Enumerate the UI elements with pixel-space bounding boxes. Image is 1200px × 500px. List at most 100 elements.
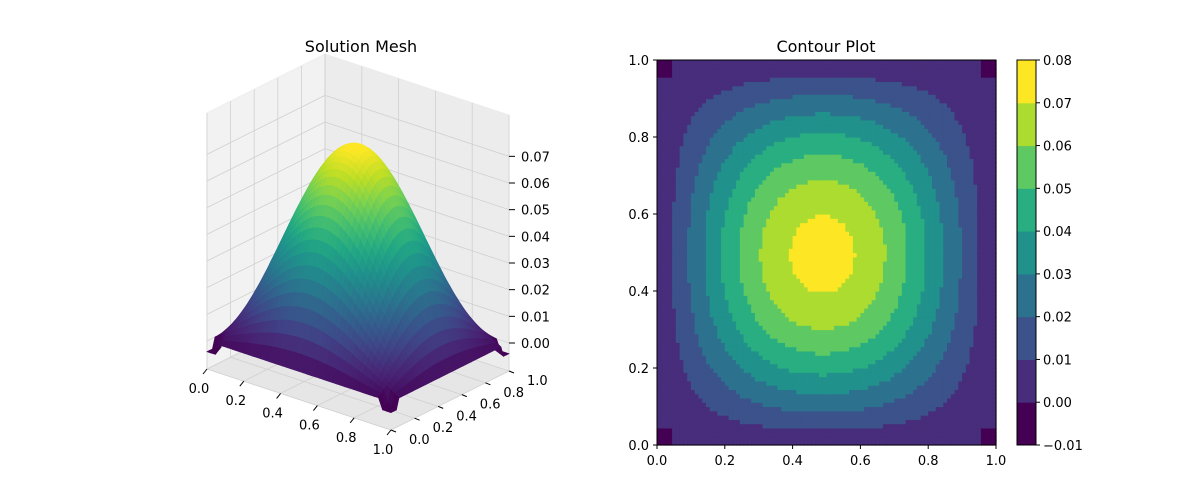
contour-cell [728, 269, 733, 275]
contour-cell [758, 102, 764, 108]
contour-cell [777, 218, 782, 224]
contour-cell [777, 154, 782, 159]
contour-cell [728, 338, 733, 343]
contour-cell [687, 175, 692, 181]
contour-cell [728, 423, 733, 429]
contour-cell [766, 141, 771, 147]
contour-cell [698, 265, 703, 271]
contour-cell [705, 102, 711, 108]
contour-cell [758, 68, 764, 74]
contour-cell [672, 179, 677, 185]
contour-cell [713, 295, 718, 301]
contour-cell [762, 372, 767, 378]
contour-cell [728, 154, 733, 159]
contour-cell [766, 303, 771, 309]
contour-cell [702, 402, 707, 408]
contour-cell [664, 85, 669, 91]
contour-cell [747, 145, 752, 151]
contour-cell [739, 432, 745, 438]
contour-cell [668, 89, 673, 95]
surface-y-tick [390, 429, 397, 433]
contour-cell [770, 235, 775, 241]
contour-cell [702, 68, 707, 74]
contour-cell [762, 68, 767, 74]
contour-cell [672, 265, 677, 271]
contour-cell [698, 171, 703, 177]
contour-cell [754, 119, 760, 125]
contour-cell [743, 214, 748, 219]
contour-cell [766, 72, 771, 78]
contour-cell [717, 415, 722, 420]
contour-cell [751, 273, 756, 279]
contour-cell [721, 286, 726, 292]
contour-cell [717, 363, 722, 369]
contour-cell [672, 141, 677, 147]
contour-cell [721, 261, 726, 266]
contour-cell [721, 278, 726, 284]
contour-cell [724, 385, 730, 390]
contour-cell [770, 436, 775, 442]
contour-cell [758, 308, 764, 313]
contour-cell [717, 286, 722, 292]
contour-cell [751, 154, 756, 159]
contour-cell [739, 162, 745, 168]
contour-cell [777, 68, 782, 74]
contour-cell [698, 119, 703, 125]
contour-cell [762, 205, 767, 211]
contour-cell [660, 282, 666, 288]
contour-cell [672, 415, 677, 420]
contour-cell [717, 248, 722, 254]
contour-cell [690, 119, 696, 125]
contour-cell [709, 295, 715, 301]
contour-cell [702, 385, 707, 390]
contour-cell [777, 60, 782, 65]
contour-cell [705, 333, 711, 339]
contour-cell [679, 316, 684, 322]
contour-cell [770, 419, 775, 425]
contour-cell [702, 81, 707, 87]
contour-cell [679, 342, 684, 348]
contour-cell [675, 68, 681, 74]
contour-cell [702, 119, 707, 125]
contour-cell [683, 77, 688, 82]
contour-cell [713, 427, 718, 433]
contour-cell [694, 124, 700, 130]
contour-cell [683, 265, 688, 271]
contour-cell [675, 346, 681, 352]
contour-cell [724, 94, 730, 100]
contour-cell [724, 102, 730, 108]
contour-cell [687, 107, 692, 112]
contour-cell [717, 269, 722, 275]
contour-cell [728, 111, 733, 117]
contour-cell [702, 320, 707, 326]
contour-cell [781, 385, 786, 390]
contour-cell [739, 111, 745, 117]
contour-cell [657, 406, 662, 412]
contour-cell [683, 346, 688, 352]
contour-cell [728, 427, 733, 433]
contour-cell [705, 124, 711, 130]
contour-cell [781, 372, 786, 378]
contour-cell [690, 359, 696, 365]
contour-cell [770, 380, 775, 386]
contour-cell [736, 132, 741, 138]
contour-cell [751, 209, 756, 215]
contour-cell [698, 201, 703, 207]
contour-cell [702, 423, 707, 429]
contour-cell [754, 303, 760, 309]
contour-cell [660, 154, 666, 159]
contour-cell [721, 308, 726, 313]
contour-cell [739, 145, 745, 151]
contour-cell [781, 350, 786, 356]
contour-cell [717, 406, 722, 412]
contour-cell [766, 226, 771, 232]
contour-cell [747, 359, 752, 365]
contour-cell [657, 423, 662, 429]
contour-cell [717, 359, 722, 365]
contour-cell [657, 231, 662, 236]
contour-cell [664, 158, 669, 164]
contour-cell [717, 282, 722, 288]
contour-cell [762, 350, 767, 356]
contour-cell [664, 355, 669, 361]
contour-cell [664, 209, 669, 215]
